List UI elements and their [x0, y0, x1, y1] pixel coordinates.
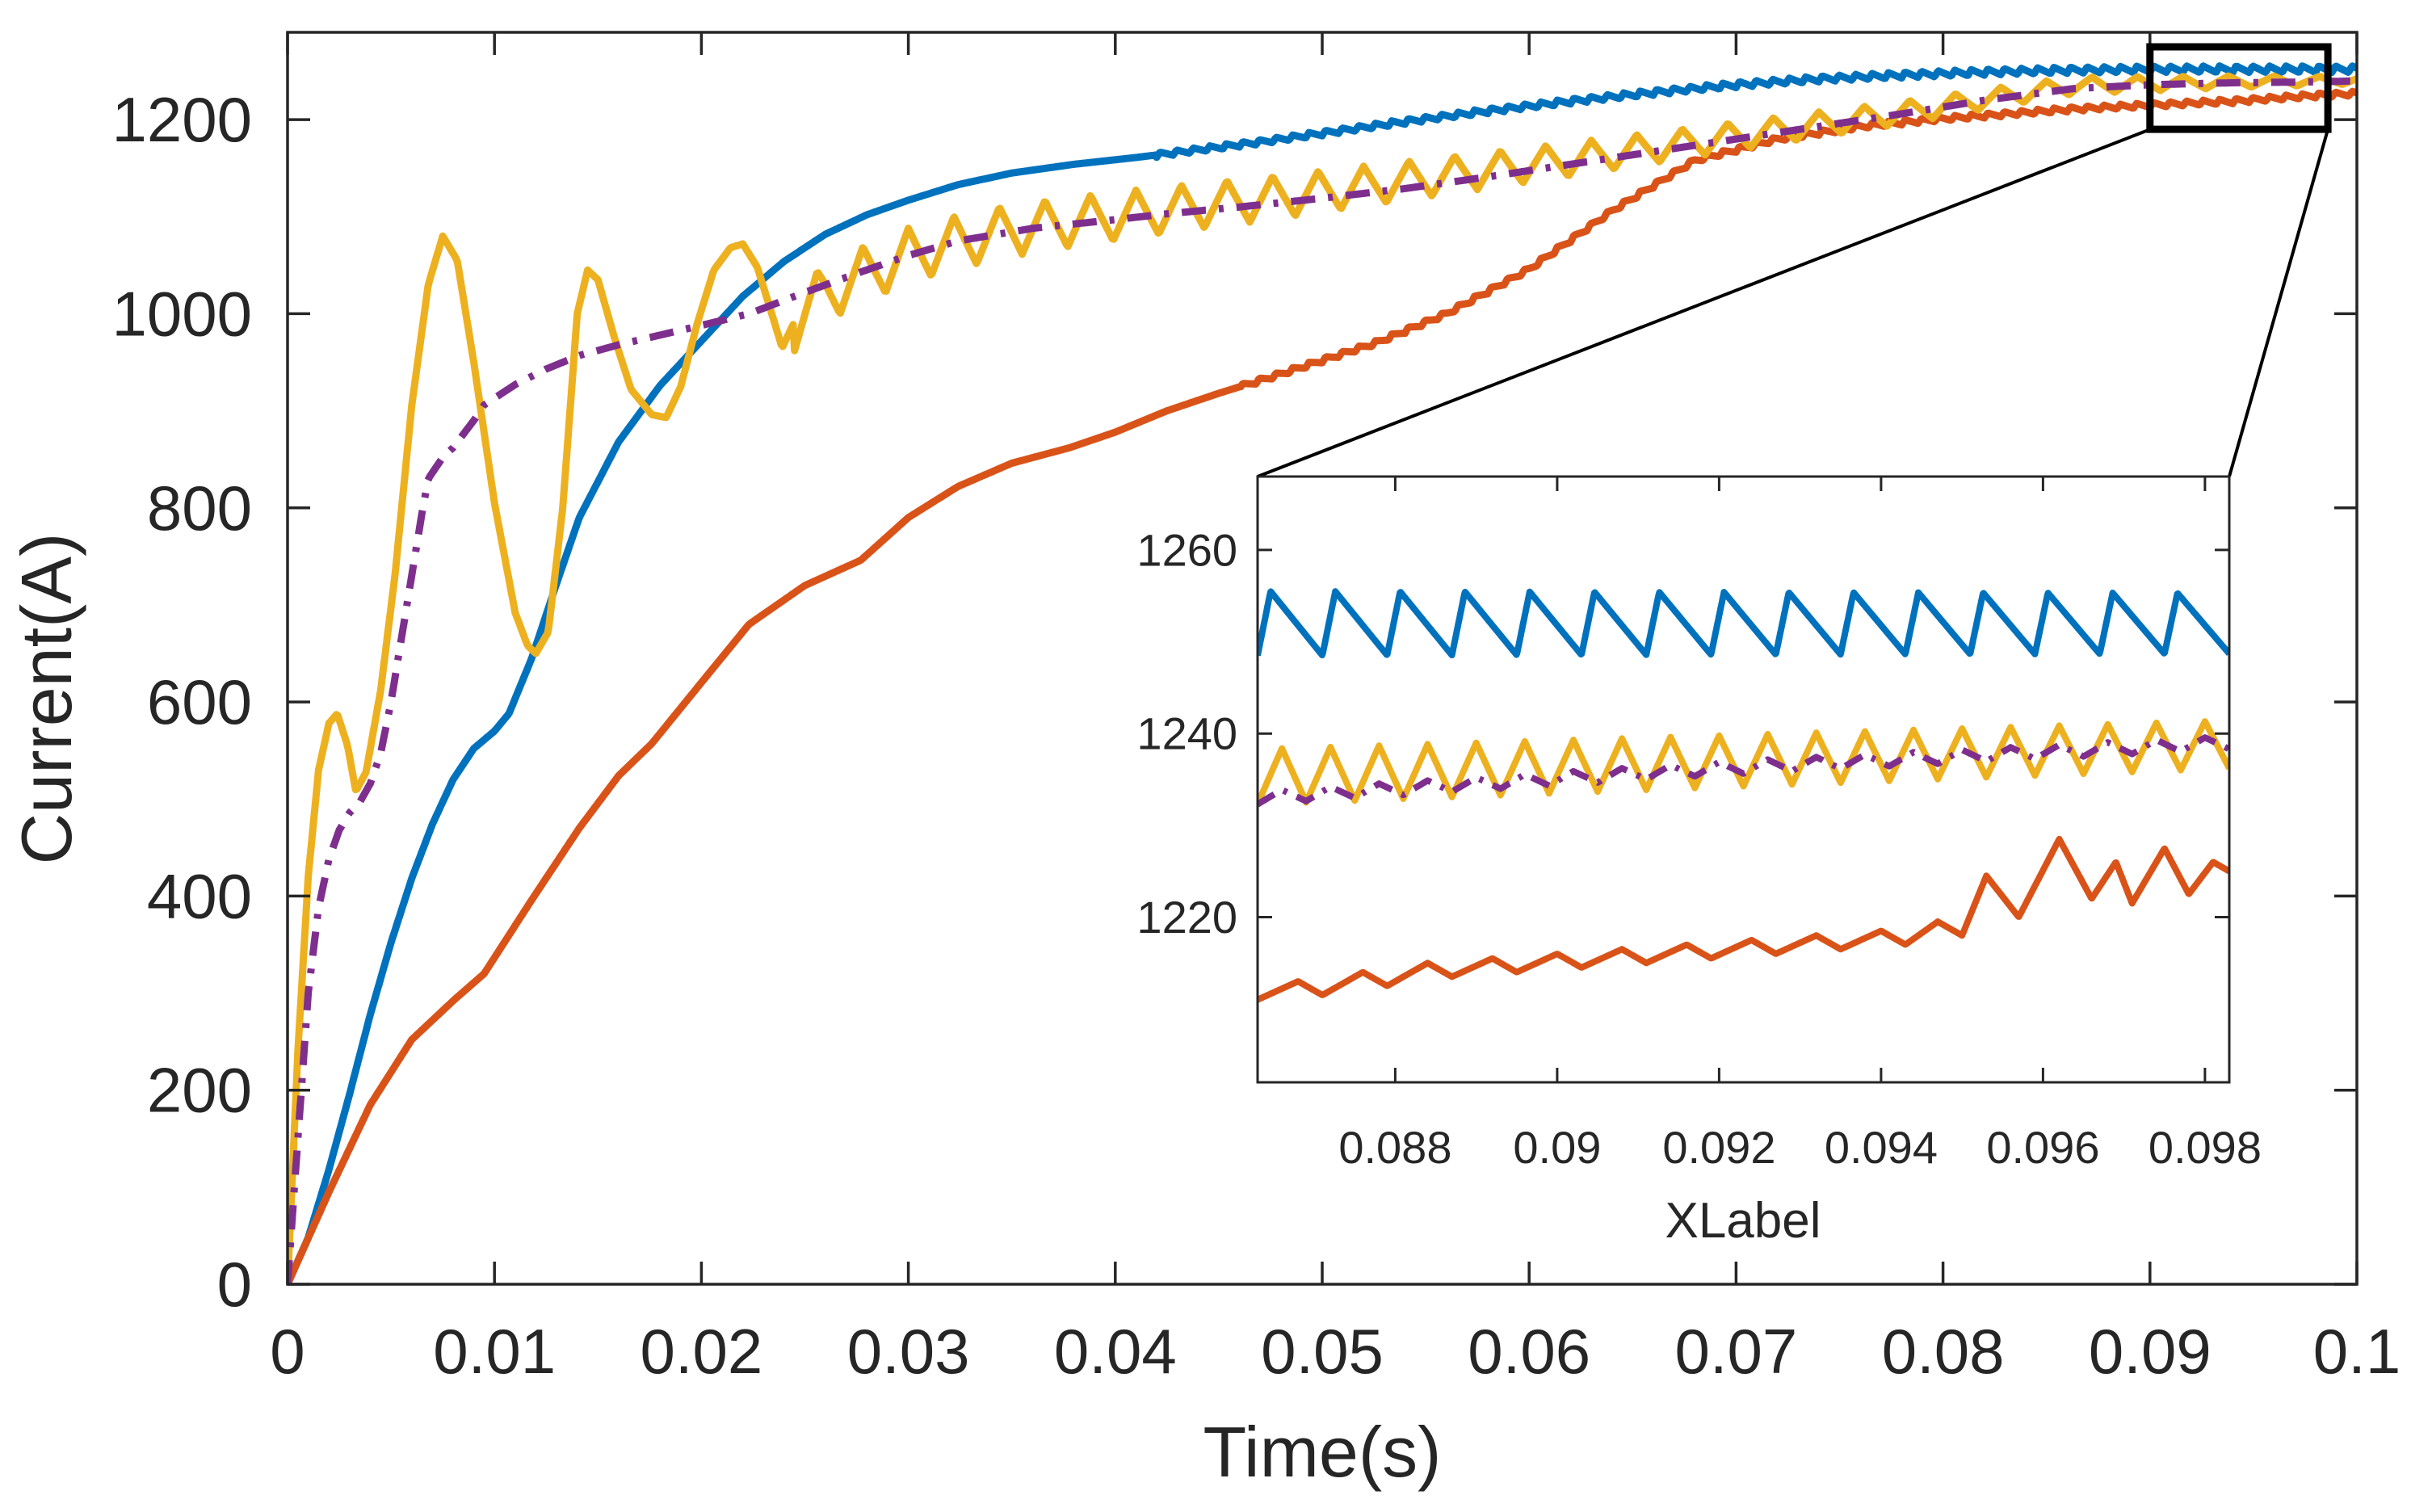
- y-tick-label: 200: [147, 1055, 252, 1126]
- callout-line-right: [2228, 128, 2330, 477]
- x-tick-label: 0.03: [847, 1316, 970, 1387]
- series-blue-current-ripple: [1258, 588, 2229, 659]
- y-tick-label: 600: [147, 666, 252, 737]
- inset-x-tick-label: 0.096: [1986, 1122, 2099, 1173]
- y-tick-label: 400: [147, 860, 252, 931]
- x-tick-label: 0: [270, 1316, 305, 1387]
- x-tick-label: 0.09: [2089, 1316, 2211, 1387]
- series-purple-current-ripple: [1258, 734, 2229, 808]
- inset-x-tick-label: 0.098: [2148, 1122, 2262, 1173]
- inset-x-tick-label: 0.092: [1662, 1122, 1775, 1173]
- axes-box: [1256, 475, 2231, 1084]
- series-orange-current-ripple: [1258, 835, 2229, 1003]
- inset-y-tick-label: 1240: [1136, 708, 1237, 759]
- main-plot-series: [288, 62, 2357, 1284]
- x-tick-label: 0.08: [1882, 1316, 2005, 1387]
- y-tick-label: 1200: [111, 84, 252, 155]
- inset-tick-labels: 0.088 0.09 0.092 0.094 0.096 0.098 1220 1240 126…: [1136, 524, 2262, 1173]
- x-tick-label: 0.01: [433, 1316, 556, 1387]
- x-tick-label: 0.07: [1674, 1316, 1797, 1387]
- main-plot-axes: [286, 31, 2358, 1286]
- zoom-annotation: [1257, 43, 2332, 478]
- zoom-rectangle: [2146, 43, 2332, 133]
- y-tick-label: 0: [217, 1249, 252, 1320]
- inset-x-tick-label: 0.094: [1825, 1122, 1938, 1173]
- inset-axes: [1256, 475, 2231, 1084]
- x-tick-label: 0.05: [1261, 1316, 1384, 1387]
- x-tick-label: 0.06: [1468, 1316, 1590, 1387]
- x-tick-label: 0.02: [640, 1316, 762, 1387]
- x-tick-label: 0.04: [1054, 1316, 1177, 1387]
- main-plot-tick-labels: 0 0.01 0.02 0.03 0.04 0.05 0.06 0.07 0.08 0.09 0.1…: [111, 84, 2400, 1387]
- y-tick-label: 1000: [111, 278, 252, 349]
- callout-line-left: [1257, 128, 2151, 478]
- x-axis-label: Time(s): [1203, 1412, 1442, 1492]
- inset-series: [1258, 588, 2229, 1003]
- inset-y-tick-label: 1260: [1136, 524, 1237, 575]
- y-axis-label: Current(A): [6, 533, 86, 865]
- inset-x-axis-label: XLabel: [1665, 1193, 1821, 1249]
- series-blue-current: [288, 62, 2357, 1284]
- inset-x-tick-label: 0.09: [1513, 1122, 1601, 1173]
- x-tick-label: 0.1: [2313, 1316, 2400, 1387]
- y-tick-label: 800: [147, 472, 252, 544]
- inset-x-tick-label: 0.088: [1338, 1122, 1451, 1173]
- series-orange-current: [288, 87, 2357, 1284]
- series-yellow-current-ripple: [1258, 718, 2229, 806]
- series-purple-current: [288, 77, 2357, 1284]
- inset-y-tick-label: 1220: [1136, 892, 1237, 943]
